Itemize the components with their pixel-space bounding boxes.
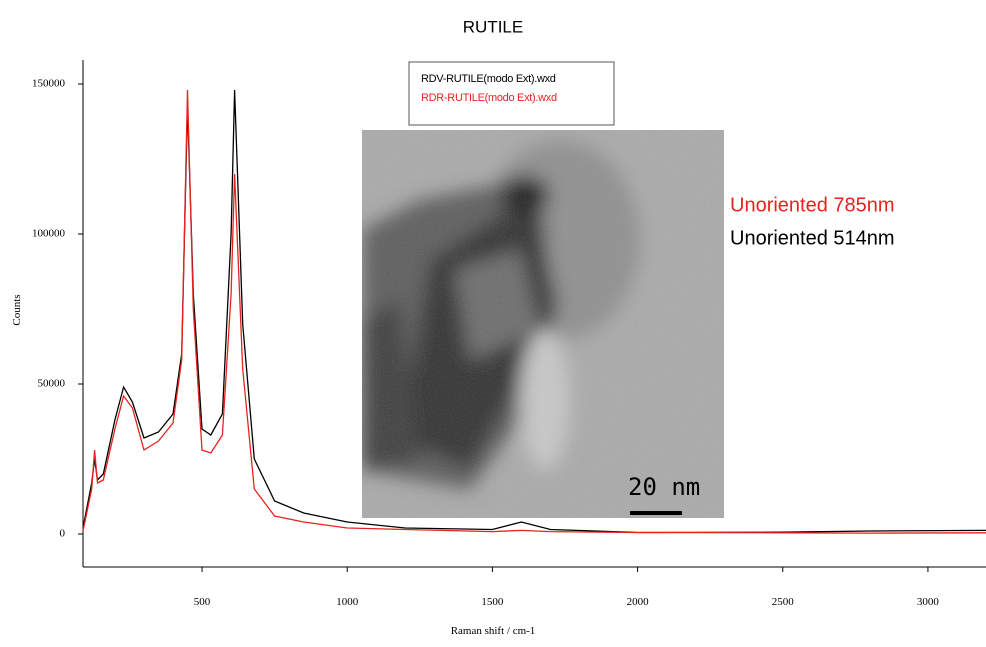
x-axis-label: Raman shift / cm-1 — [451, 625, 536, 637]
x-tick-label: 3000 — [917, 596, 940, 608]
inset-image — [362, 130, 724, 518]
x-tick-label: 500 — [194, 596, 211, 608]
x-tick-label: 1500 — [481, 596, 504, 608]
chart-title: RUTILE — [463, 17, 523, 36]
annotation: Unoriented 514nm — [730, 227, 895, 249]
series-line — [82, 89, 986, 534]
y-tick-label: 100000 — [32, 228, 66, 240]
annotation: Unoriented 785nm — [730, 194, 895, 216]
legend-label: RDR-RUTILE(modo Ext).wxd — [421, 92, 557, 104]
y-tick-label: 50000 — [38, 378, 66, 390]
legend-label: RDV-RUTILE(modo Ext).wxd — [421, 73, 556, 85]
y-tick-label: 0 — [60, 528, 66, 540]
x-tick-label: 2000 — [627, 596, 650, 608]
plot-area: 0 50000 100000 150000 500 1000 1500 2000 2500 300… — [32, 60, 986, 608]
x-tick-label: 1000 — [336, 596, 359, 608]
series-line — [82, 89, 986, 534]
y-tick-label: 150000 — [32, 78, 66, 90]
y-axis-label: Counts — [11, 294, 23, 325]
x-tick-label: 2500 — [772, 596, 795, 608]
inset-scale-label: 20 nm — [628, 473, 700, 501]
legend — [408, 61, 615, 126]
